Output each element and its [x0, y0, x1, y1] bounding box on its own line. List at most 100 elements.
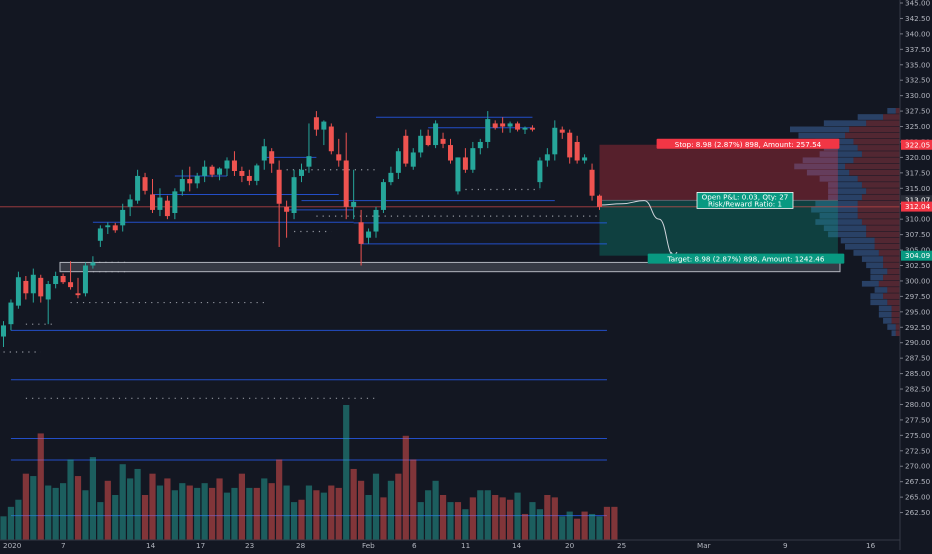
candle[interactable] — [224, 157, 230, 176]
candle[interactable] — [15, 271, 21, 309]
candle[interactable] — [202, 160, 208, 183]
candle[interactable] — [522, 126, 528, 134]
candle[interactable] — [544, 148, 550, 167]
volume-bar — [320, 492, 327, 540]
candle[interactable] — [209, 164, 215, 178]
candle[interactable] — [112, 222, 118, 233]
candle[interactable] — [410, 148, 416, 170]
candle[interactable] — [1, 321, 6, 348]
candle[interactable] — [194, 172, 200, 189]
candle[interactable] — [254, 163, 260, 186]
volume-profile-row-down — [866, 231, 900, 238]
candle[interactable] — [507, 121, 513, 133]
candle[interactable] — [470, 141, 476, 173]
candle[interactable] — [105, 222, 111, 234]
candle[interactable] — [157, 188, 163, 217]
projection-curve[interactable] — [599, 200, 675, 257]
candle[interactable] — [500, 117, 506, 133]
candle[interactable] — [336, 138, 342, 167]
candle[interactable] — [552, 120, 558, 161]
candle-body — [425, 135, 431, 146]
candle[interactable] — [462, 148, 468, 173]
candle[interactable] — [276, 160, 282, 247]
candle[interactable] — [440, 132, 446, 149]
candle[interactable] — [529, 125, 535, 132]
candle[interactable] — [388, 166, 394, 186]
candle[interactable] — [559, 126, 565, 139]
candle[interactable] — [515, 121, 521, 132]
time-axis[interactable]: 2020 7 14 17 23 28 Feb 6 11 14 20 25 Mar 9 16 — [0, 539, 900, 550]
candle[interactable] — [395, 148, 401, 180]
candle[interactable] — [418, 129, 424, 158]
candle[interactable] — [574, 135, 580, 164]
candle[interactable] — [45, 280, 51, 325]
volume-profile-row-down — [857, 213, 900, 219]
candle[interactable] — [358, 209, 364, 266]
volume-bar — [156, 485, 164, 540]
candle[interactable] — [477, 138, 483, 155]
candle[interactable] — [60, 273, 66, 285]
candle[interactable] — [313, 111, 319, 136]
candle[interactable] — [23, 276, 29, 300]
candle[interactable] — [589, 163, 595, 201]
candle[interactable] — [179, 169, 185, 196]
candle[interactable] — [217, 167, 223, 181]
candle[interactable] — [380, 179, 386, 213]
candle[interactable] — [537, 157, 543, 189]
candle[interactable] — [246, 169, 252, 186]
candle[interactable] — [120, 203, 126, 232]
candle[interactable] — [299, 163, 304, 183]
candle[interactable] — [8, 299, 14, 331]
stop-zone[interactable] — [599, 144, 838, 201]
support-box[interactable] — [59, 261, 841, 273]
candle[interactable] — [269, 148, 275, 173]
candle[interactable] — [172, 188, 178, 220]
candle[interactable] — [239, 166, 245, 183]
candle[interactable] — [187, 166, 193, 192]
candle[interactable] — [455, 157, 461, 195]
candle[interactable] — [68, 261, 74, 290]
candle[interactable] — [97, 225, 103, 247]
candle[interactable] — [75, 277, 81, 299]
candle[interactable] — [284, 200, 290, 238]
position-tool[interactable] — [599, 144, 838, 256]
candle[interactable] — [38, 274, 44, 303]
candle[interactable] — [150, 179, 155, 213]
candle[interactable] — [142, 172, 148, 195]
candle[interactable] — [90, 256, 96, 269]
candle[interactable] — [351, 169, 357, 220]
candle[interactable] — [82, 262, 88, 297]
volume-profile-row-up — [878, 311, 892, 318]
candle[interactable] — [433, 120, 439, 149]
candle-body — [179, 179, 185, 192]
candle[interactable] — [261, 138, 267, 170]
candle[interactable] — [366, 228, 372, 244]
target-zone[interactable] — [599, 200, 838, 256]
volume-bar — [551, 497, 558, 540]
candle[interactable] — [127, 194, 133, 217]
candle[interactable] — [425, 129, 431, 147]
candle[interactable] — [597, 194, 602, 210]
price-axis[interactable]: 345.00 342.50 340.00 337.50 335.00 332.50 330.… — [899, 0, 932, 550]
candlesticks[interactable] — [1, 111, 602, 348]
candle[interactable] — [53, 271, 59, 289]
candle[interactable] — [582, 154, 588, 164]
candle[interactable] — [448, 138, 453, 164]
candle[interactable] — [306, 123, 312, 173]
candle[interactable] — [231, 151, 237, 176]
candle[interactable] — [567, 129, 573, 164]
candle[interactable] — [321, 120, 327, 146]
candle[interactable] — [403, 129, 409, 167]
candle[interactable] — [291, 169, 297, 220]
candle[interactable] — [328, 123, 334, 155]
candle[interactable] — [485, 111, 491, 149]
candle[interactable] — [30, 268, 36, 303]
candle[interactable] — [373, 206, 379, 238]
candle[interactable] — [164, 195, 170, 220]
candle[interactable] — [492, 120, 498, 130]
candle[interactable] — [343, 132, 349, 220]
candle[interactable] — [135, 169, 141, 204]
volume-bar — [603, 506, 611, 540]
